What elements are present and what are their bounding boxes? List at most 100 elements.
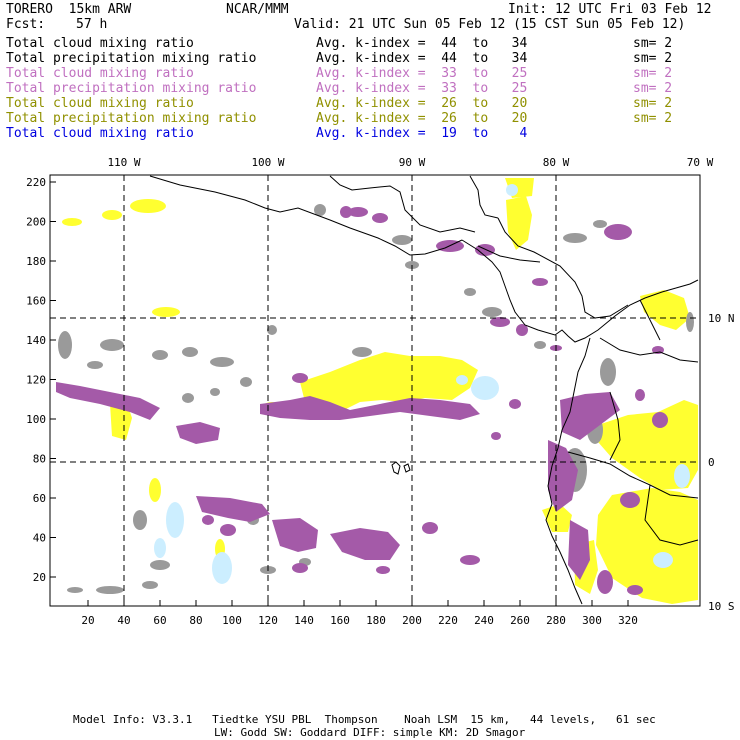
forecast-hours: 57 h	[76, 17, 108, 32]
gray-cloud-area	[133, 510, 147, 530]
gray-cloud-area	[67, 587, 83, 593]
legend-field: Total cloud mixing ratio	[6, 66, 194, 81]
x-axis-ticks: 20 40 60 80 100 120 140 160 180 200 220 240 260 280 30…	[81, 600, 638, 627]
purple-cloud-area	[560, 392, 620, 440]
lightblue-cloud-area	[506, 184, 518, 196]
longitude-label: 80 W	[543, 156, 570, 169]
gray-cloud-area	[534, 341, 546, 349]
y-tick-label: 180	[26, 255, 46, 268]
init-time: Init: 12 UTC Fri 03 Feb 12	[508, 2, 712, 17]
yellow-cloud-area	[596, 488, 698, 604]
yellow-cloud-area	[102, 210, 122, 220]
coastlines	[149, 175, 699, 605]
latitude-label: 10 N	[708, 312, 735, 325]
legend-kindex: Avg. k-index = 44 to 34	[316, 36, 528, 51]
legend-kindex: Avg. k-index = 19 to 4	[316, 126, 528, 141]
lightblue-cloud-area	[166, 502, 184, 538]
latitude-labels: 10 N 0 10 S	[708, 312, 735, 613]
gray-cloud-area	[58, 331, 72, 359]
x-tick-label: 140	[294, 614, 314, 627]
legend-kindex: Avg. k-index = 44 to 34	[316, 51, 528, 66]
longitude-label: 70 W	[687, 156, 714, 169]
coastline-yucatan	[469, 175, 499, 219]
purple-cloud-area	[272, 518, 318, 552]
legend-sm: sm= 2	[633, 66, 673, 81]
purple-cloud-area	[260, 396, 480, 420]
gray-cloud-area	[240, 377, 252, 387]
purple-cloud-area	[604, 224, 632, 240]
purple-cloud-area	[597, 570, 613, 594]
legend-field: Total cloud mixing ratio	[6, 96, 194, 111]
map-frame	[49, 174, 701, 607]
purple-field	[56, 206, 668, 595]
gray-cloud-area	[314, 204, 326, 216]
coastline-central-america	[461, 239, 677, 343]
purple-cloud-area	[176, 422, 220, 444]
x-tick-label: 280	[546, 614, 566, 627]
border-peru	[609, 391, 621, 461]
x-tick-label: 220	[438, 614, 458, 627]
purple-cloud-area	[372, 213, 388, 223]
coastline-caribbean-sa	[675, 279, 699, 289]
x-tick-label: 180	[366, 614, 386, 627]
legend-field: Total cloud mixing ratio	[6, 36, 194, 51]
lightblue-cloud-area	[154, 538, 166, 558]
legend-field: Total precipitation mixing ratio	[6, 51, 257, 66]
longitude-label: 90 W	[399, 156, 426, 169]
physics-info: LW: Godd SW: Goddard DIFF: simple KM: 2D…	[214, 726, 526, 739]
purple-cloud-area	[340, 206, 352, 218]
yellow-cloud-area	[149, 478, 161, 502]
legend-sm: sm= 2	[633, 51, 673, 66]
longitude-label: 110 W	[107, 156, 140, 169]
legend-kindex: Avg. k-index = 33 to 25	[316, 66, 528, 81]
grid	[50, 175, 700, 606]
latitude-label: 0	[708, 456, 715, 469]
x-tick-label: 60	[153, 614, 166, 627]
purple-cloud-area	[292, 563, 308, 573]
lightblue-cloud-area	[471, 376, 499, 400]
yellow-cloud-area	[62, 218, 82, 226]
y-tick-label: 200	[26, 216, 46, 229]
coastline-caribbean	[497, 217, 629, 319]
mixing-ratio-field	[56, 178, 698, 604]
y-tick-label: 60	[33, 492, 46, 505]
x-tick-label: 240	[474, 614, 494, 627]
border-colombia	[599, 337, 699, 363]
purple-cloud-area	[376, 566, 390, 574]
y-tick-label: 120	[26, 374, 46, 387]
gray-cloud-area	[482, 307, 502, 317]
coastline-honduras	[477, 245, 541, 263]
yellow-field	[62, 178, 698, 604]
x-tick-label: 260	[510, 614, 530, 627]
gray-cloud-area	[100, 339, 124, 351]
gray-cloud-area	[267, 325, 277, 335]
yellow-cloud-area	[506, 196, 532, 250]
purple-cloud-area	[196, 496, 270, 522]
purple-cloud-area	[292, 373, 308, 383]
purple-cloud-area	[491, 432, 501, 440]
y-tick-label: 40	[33, 532, 46, 545]
purple-cloud-area	[620, 492, 640, 508]
legend-sm: sm= 2	[633, 96, 673, 111]
gray-cloud-area	[87, 361, 103, 369]
valid-time: Valid: 21 UTC Sun 05 Feb 12 (15 CST Sun …	[294, 17, 686, 32]
purple-cloud-area	[509, 399, 521, 409]
gray-cloud-area	[210, 357, 234, 367]
purple-cloud-area	[56, 382, 160, 420]
gray-cloud-area	[142, 581, 158, 589]
yellow-cloud-area	[152, 307, 180, 317]
gray-cloud-area	[600, 358, 616, 386]
x-tick-label: 120	[258, 614, 278, 627]
y-tick-label: 100	[26, 413, 46, 426]
border-brazil	[644, 484, 699, 546]
lightblue-cloud-area	[212, 552, 232, 584]
x-tick-label: 200	[402, 614, 422, 627]
yellow-cloud-area	[300, 352, 478, 412]
gray-cloud-area	[593, 220, 607, 228]
border-ecuador	[567, 451, 699, 499]
gray-cloud-area	[686, 312, 694, 332]
island-galapagos	[391, 461, 411, 475]
gray-cloud-area	[182, 347, 198, 357]
org-label: NCAR/MMM	[226, 2, 289, 17]
longitude-label: 100 W	[251, 156, 284, 169]
